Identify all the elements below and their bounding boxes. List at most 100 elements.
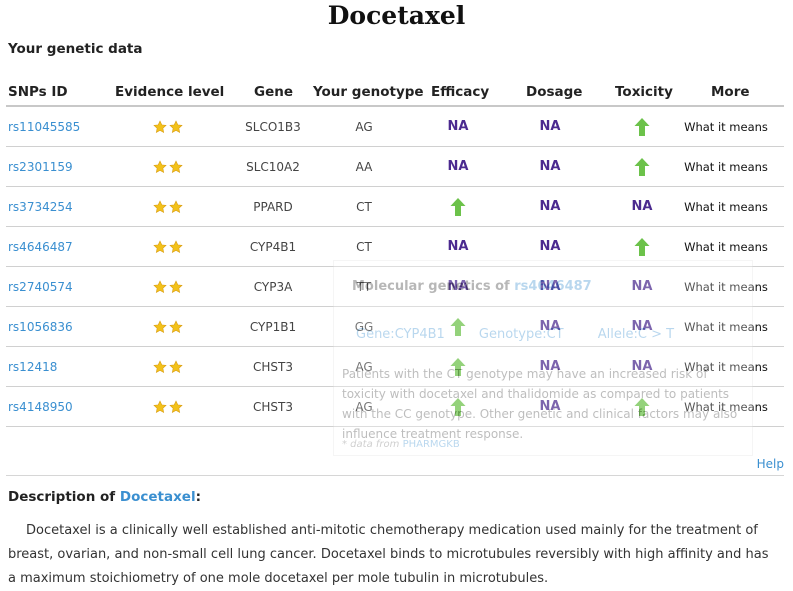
dosage-cell: NA <box>512 387 588 426</box>
gene-cell: CYP4B1 <box>249 239 297 254</box>
what-it-means-link[interactable]: What it means <box>684 199 768 214</box>
star-icon <box>169 279 183 293</box>
genotype-cell: AA <box>355 159 373 174</box>
up-arrow-icon <box>450 197 466 216</box>
table-body: rs11045585 SLCO1B3 AG NA NA What it means rs23… <box>6 107 784 427</box>
toxicity-cell <box>603 107 681 146</box>
gene-cell: SLC10A2 <box>246 159 300 174</box>
na-label: NA <box>539 239 561 254</box>
description-drug-link[interactable]: Docetaxel <box>119 489 196 505</box>
description-title: Description of Docetaxel: <box>8 489 201 505</box>
evidence-stars <box>124 187 212 226</box>
table-row: rs11045585 SLCO1B3 AG NA NA What it means <box>6 107 784 147</box>
what-it-means-link[interactable]: What it means <box>684 119 768 134</box>
header-toxicity: Toxicity <box>615 84 673 100</box>
up-arrow-icon <box>634 397 650 416</box>
star-icon <box>153 239 167 253</box>
header-snp: SNPs ID <box>8 84 68 100</box>
toxicity-cell <box>603 227 681 266</box>
dosage-cell: NA <box>512 187 588 226</box>
snp-link[interactable]: rs4646487 <box>8 239 73 254</box>
efficacy-cell <box>418 387 498 426</box>
header-evidence: Evidence level <box>115 84 225 100</box>
snp-link[interactable]: rs2301159 <box>8 159 73 174</box>
dosage-cell: NA <box>512 347 588 386</box>
up-arrow-icon <box>634 157 650 176</box>
na-label: NA <box>447 119 469 134</box>
efficacy-cell: NA <box>418 147 498 186</box>
evidence-stars <box>124 147 212 186</box>
dosage-cell: NA <box>512 267 588 306</box>
header-efficacy: Efficacy <box>431 84 490 100</box>
na-label: NA <box>539 159 561 174</box>
table-row: rs4646487 CYP4B1 CT NA NA What it means <box>6 227 784 267</box>
genotype-cell: AG <box>355 359 373 374</box>
na-label: NA <box>447 159 469 174</box>
star-icon <box>153 199 167 213</box>
evidence-stars <box>124 107 212 146</box>
gene-cell: CHST3 <box>253 399 293 414</box>
what-it-means-link[interactable]: What it means <box>684 399 768 414</box>
star-icon <box>169 199 183 213</box>
what-it-means-link[interactable]: What it means <box>684 159 768 174</box>
tooltip-allele: Allele:C > T <box>597 327 675 342</box>
up-arrow-icon <box>634 117 650 136</box>
what-it-means-link[interactable]: What it means <box>684 319 768 334</box>
snp-link[interactable]: rs12418 <box>8 359 58 374</box>
na-label: NA <box>539 279 561 294</box>
star-icon <box>153 279 167 293</box>
star-icon <box>153 399 167 413</box>
star-icon <box>153 159 167 173</box>
snp-link[interactable]: rs4148950 <box>8 399 73 414</box>
tooltip-title-snp: rs4646487 <box>514 279 592 294</box>
what-it-means-link[interactable]: What it means <box>684 359 768 374</box>
efficacy-cell: NA <box>418 107 498 146</box>
tooltip-source-link[interactable]: PHARMGKB <box>402 439 460 450</box>
gene-cell: SLCO1B3 <box>245 119 301 134</box>
star-icon <box>169 159 183 173</box>
snp-link[interactable]: rs11045585 <box>8 119 81 134</box>
up-arrow-icon <box>450 397 466 416</box>
genotype-cell: CT <box>356 239 372 254</box>
header-dosage: Dosage <box>526 84 583 100</box>
na-label: NA <box>539 359 561 374</box>
header-genotype: Your genotype <box>313 84 424 100</box>
na-label: NA <box>631 359 653 374</box>
star-icon <box>153 359 167 373</box>
toxicity-cell: NA <box>603 307 681 346</box>
snp-link[interactable]: rs1056836 <box>8 319 73 334</box>
genotype-cell: AG <box>355 399 373 414</box>
table-header: SNPs ID Evidence level Gene Your genotyp… <box>6 80 784 107</box>
tooltip-source: * data from PHARMGKB <box>342 439 460 450</box>
toxicity-cell: NA <box>603 267 681 306</box>
na-label: NA <box>539 399 561 414</box>
what-it-means-link[interactable]: What it means <box>684 239 768 254</box>
evidence-stars <box>124 347 212 386</box>
dosage-cell: NA <box>512 227 588 266</box>
genetic-data-table: SNPs ID Evidence level Gene Your genotyp… <box>6 80 784 427</box>
help-link[interactable]: Help <box>756 457 784 471</box>
na-label: NA <box>539 199 561 214</box>
up-arrow-icon <box>450 317 466 336</box>
toxicity-cell: NA <box>603 187 681 226</box>
star-icon <box>169 119 183 133</box>
table-row: rs2740574 CYP3A TT NA NA NA What it means <box>6 267 784 307</box>
evidence-stars <box>124 307 212 346</box>
gene-cell: CYP3A <box>253 279 293 294</box>
what-it-means-link[interactable]: What it means <box>684 279 768 294</box>
table-row: rs3734254 PPARD CT NA NA What it means <box>6 187 784 227</box>
tooltip-source-prefix: * data from <box>342 439 400 450</box>
snp-link[interactable]: rs3734254 <box>8 199 73 214</box>
snp-link[interactable]: rs2740574 <box>8 279 73 294</box>
star-icon <box>169 359 183 373</box>
efficacy-cell: NA <box>418 267 498 306</box>
dosage-cell: NA <box>512 107 588 146</box>
genotype-cell: CT <box>356 199 372 214</box>
efficacy-cell <box>418 187 498 226</box>
snp-tooltip: Molecular genetics of rs4646487 Gene:CYP… <box>333 260 753 456</box>
na-label: NA <box>447 239 469 254</box>
up-arrow-icon <box>634 237 650 256</box>
genotype-cell: AG <box>355 119 373 134</box>
description-title-suffix: : <box>195 489 201 505</box>
star-icon <box>153 119 167 133</box>
